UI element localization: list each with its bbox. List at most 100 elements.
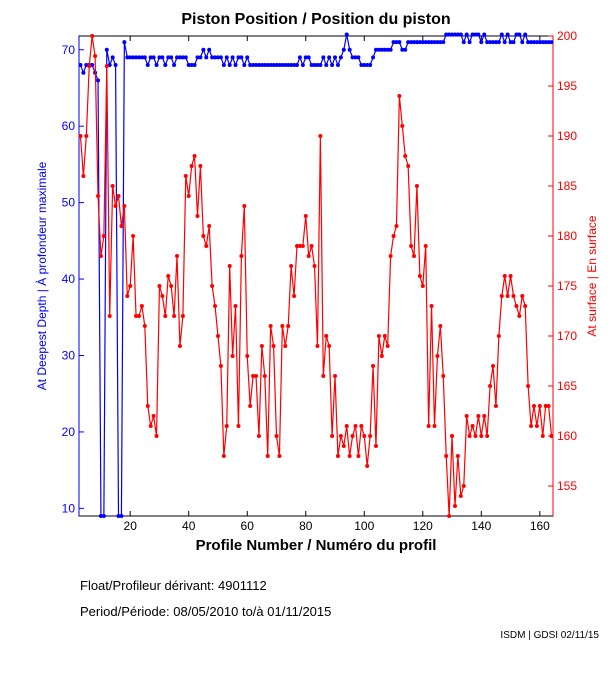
data-point: [330, 63, 335, 68]
data-point: [204, 55, 209, 60]
data-point: [514, 304, 519, 308]
data-point: [426, 40, 431, 45]
data-point: [505, 32, 510, 37]
data-point: [409, 40, 414, 45]
data-point: [198, 55, 203, 60]
data-point: [131, 234, 136, 238]
data-point: [347, 454, 352, 458]
data-point: [163, 314, 168, 318]
data-point: [341, 47, 346, 52]
data-point: [292, 63, 297, 68]
data-point: [409, 244, 414, 248]
data-point: [230, 55, 235, 60]
data-point: [78, 134, 83, 138]
data-point: [529, 40, 534, 45]
data-point: [213, 304, 218, 308]
data-point: [476, 32, 481, 37]
data-point: [113, 63, 118, 68]
data-point: [394, 224, 399, 228]
data-point: [198, 164, 203, 168]
y-axis-left-label: At Deepest Depth | À profondeur maximale: [34, 161, 49, 390]
data-point: [186, 63, 191, 68]
data-point: [333, 55, 338, 60]
data-point: [274, 434, 279, 438]
data-point: [221, 63, 226, 68]
data-point: [350, 434, 355, 438]
data-point: [502, 274, 507, 278]
data-point: [297, 55, 302, 60]
data-point: [330, 434, 335, 438]
data-point: [461, 484, 466, 488]
data-point: [96, 194, 101, 198]
data-point: [373, 444, 378, 448]
data-point: [435, 40, 440, 45]
data-point: [101, 514, 106, 518]
data-point: [359, 63, 364, 68]
data-point: [359, 424, 364, 428]
data-point: [353, 55, 358, 60]
data-point: [145, 63, 150, 68]
data-point: [262, 63, 267, 68]
data-point: [534, 424, 539, 428]
data-point: [169, 55, 174, 60]
data-point: [163, 63, 168, 68]
y-left-tick-label: 70: [62, 43, 76, 57]
data-point: [496, 40, 501, 45]
data-point: [210, 55, 215, 60]
data-point: [376, 334, 381, 338]
data-point: [546, 404, 551, 408]
data-point: [517, 314, 522, 318]
data-point: [98, 514, 103, 518]
data-point: [464, 32, 469, 37]
data-point: [338, 55, 343, 60]
data-point: [87, 64, 92, 68]
y-left-tick-label: 50: [62, 196, 76, 210]
data-point: [227, 264, 232, 268]
data-point: [169, 284, 174, 288]
data-point: [321, 55, 326, 60]
data-point: [93, 54, 98, 58]
data-point: [131, 55, 136, 60]
data-point: [493, 404, 498, 408]
data-point: [239, 254, 244, 258]
data-point: [245, 55, 250, 60]
data-point: [286, 63, 291, 68]
data-point: [321, 374, 326, 378]
data-point: [166, 55, 171, 60]
data-point: [201, 234, 206, 238]
data-point: [145, 404, 150, 408]
data-point: [549, 40, 554, 45]
data-point: [183, 174, 188, 178]
data-point: [391, 234, 396, 238]
float-label: Float/Profileur dérivant:: [80, 578, 215, 593]
data-point: [344, 424, 349, 428]
data-point: [271, 344, 276, 348]
data-point: [488, 40, 493, 45]
data-point: [444, 454, 449, 458]
data-point: [429, 304, 434, 308]
period-start: 08/05/2010: [173, 604, 239, 619]
data-point: [476, 414, 481, 418]
data-point: [180, 55, 185, 60]
x-tick-label: 160: [530, 519, 550, 533]
data-point: [432, 40, 437, 45]
data-point: [119, 224, 124, 228]
data-point: [356, 454, 361, 458]
data-point: [371, 55, 376, 60]
data-point: [251, 374, 256, 378]
data-point: [277, 63, 282, 68]
data-point: [122, 40, 127, 45]
data-point: [450, 32, 455, 37]
data-point: [195, 55, 200, 60]
data-point: [502, 40, 507, 45]
y-right-tick-label: 180: [557, 229, 577, 243]
data-point: [534, 40, 539, 45]
data-point: [350, 55, 355, 60]
data-point: [491, 364, 496, 368]
data-point: [160, 294, 165, 298]
data-point: [289, 63, 294, 68]
data-point: [104, 64, 109, 68]
data-point: [280, 63, 285, 68]
data-point: [274, 63, 279, 68]
data-point: [447, 32, 452, 37]
